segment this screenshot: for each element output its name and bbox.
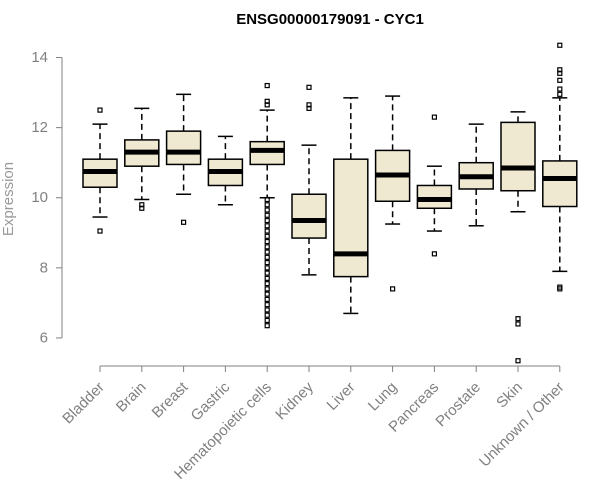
outlier-point	[264, 82, 270, 89]
iqr-box	[249, 140, 285, 166]
outlier-point	[264, 302, 270, 308]
iqr-box	[542, 160, 578, 208]
y-tick-label: 10	[31, 189, 48, 206]
box-group	[500, 111, 536, 364]
x-tick-label: Kidney	[272, 378, 317, 423]
x-tick-label: Brain	[113, 379, 150, 416]
box-group	[207, 135, 244, 206]
y-tick-label: 14	[31, 49, 48, 66]
outlier-point	[264, 238, 270, 245]
outlier-point	[264, 207, 270, 213]
outlier-point	[264, 244, 270, 250]
outlier-point	[97, 107, 103, 113]
iqr-box	[291, 193, 327, 239]
box-group	[542, 42, 578, 292]
outlier-point	[264, 312, 270, 318]
outlier-point	[264, 254, 270, 260]
box-group	[374, 95, 411, 292]
outlier-point	[264, 259, 270, 266]
x-tick-label: Breast	[149, 378, 192, 421]
outlier-point	[264, 317, 270, 324]
outlier-point	[264, 307, 270, 313]
x-tick-label: Liver	[324, 379, 359, 414]
outlier-point	[264, 212, 270, 218]
box-group	[249, 82, 285, 329]
outlier-point	[264, 233, 270, 239]
y-tick-label: 8	[40, 259, 48, 276]
y-tick-label: 12	[31, 119, 48, 136]
box-group	[458, 123, 494, 227]
outlier-point	[139, 202, 145, 208]
outlier-point	[557, 67, 563, 73]
outlier-point	[264, 249, 270, 255]
outlier-point	[264, 296, 270, 302]
y-axis-label: Expression	[0, 162, 17, 236]
outlier-point	[557, 284, 563, 290]
outlier-point	[264, 281, 270, 287]
outlier-point	[306, 84, 312, 90]
outlier-point	[515, 316, 521, 322]
outlier-point	[264, 98, 270, 104]
outlier-point	[264, 275, 270, 281]
outlier-point	[557, 42, 563, 48]
outlier-point	[264, 202, 270, 208]
iqr-box	[500, 121, 536, 192]
x-tick-label: Prostate	[432, 379, 484, 431]
x-tick-label: Skin	[493, 379, 526, 412]
outlier-point	[264, 228, 270, 234]
box-group	[124, 107, 160, 211]
outlier-point	[264, 217, 270, 224]
outlier-point	[97, 228, 103, 234]
outlier-point	[390, 286, 396, 292]
box-group	[416, 114, 453, 257]
iqr-box	[333, 158, 369, 278]
x-tick-label: Lung	[365, 379, 401, 415]
outlier-point	[181, 219, 187, 225]
outlier-point	[264, 196, 270, 203]
outlier-point	[264, 265, 270, 271]
outlier-point	[306, 102, 312, 108]
iqr-box	[416, 184, 453, 210]
outlier-point	[264, 270, 270, 276]
iqr-box	[165, 130, 202, 166]
box-group	[82, 107, 118, 234]
outlier-point	[264, 286, 270, 292]
y-axis: 6 8 10 12 14	[31, 49, 63, 346]
outlier-point	[264, 323, 270, 329]
plot-area	[82, 42, 578, 364]
outlier-point	[431, 251, 437, 257]
outlier-point	[264, 223, 270, 229]
outlier-point	[557, 91, 563, 97]
outlier-point	[557, 77, 563, 83]
outlier-point	[557, 86, 563, 92]
x-tick-label: Bladder	[59, 379, 108, 428]
outlier-point	[515, 358, 521, 364]
box-group	[291, 84, 327, 276]
outlier-point	[515, 321, 521, 327]
outlier-point	[264, 291, 270, 297]
y-tick-label: 6	[40, 329, 48, 346]
box-group	[333, 97, 369, 315]
box-group	[165, 93, 202, 225]
outlier-point	[431, 114, 437, 120]
chart-title: ENSG00000179091 - CYC1	[236, 11, 424, 28]
